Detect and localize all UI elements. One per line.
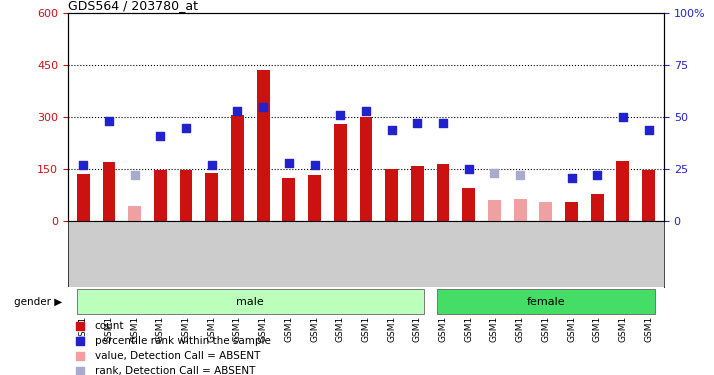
Bar — [462, 188, 475, 221]
Point — [463, 166, 474, 172]
Bar — [283, 178, 296, 221]
Point — [206, 162, 218, 168]
Point — [591, 172, 603, 178]
Text: value, Detection Call = ABSENT: value, Detection Call = ABSENT — [95, 351, 260, 361]
Point — [468, 31, 480, 37]
Bar — [411, 166, 423, 221]
Bar — [206, 173, 218, 221]
Bar — [308, 175, 321, 221]
Point — [468, 169, 480, 175]
Text: male: male — [236, 297, 264, 307]
Point — [129, 172, 141, 178]
Point — [78, 162, 89, 168]
Bar — [385, 169, 398, 221]
Bar — [590, 194, 603, 221]
Bar — [488, 200, 501, 221]
Point — [488, 170, 500, 176]
Bar — [231, 116, 244, 221]
Point — [360, 108, 371, 114]
Bar — [129, 206, 141, 221]
Bar — [436, 289, 655, 315]
Point — [468, 306, 480, 312]
Bar — [436, 164, 449, 221]
Bar — [616, 160, 629, 221]
Point — [437, 120, 448, 126]
Point — [181, 124, 192, 130]
Bar — [180, 170, 193, 221]
Point — [643, 127, 654, 133]
Point — [155, 133, 166, 139]
Text: count: count — [95, 321, 124, 331]
Bar — [642, 170, 655, 221]
Bar — [539, 202, 552, 221]
Bar — [257, 70, 270, 221]
Text: gender ▶: gender ▶ — [14, 297, 62, 307]
Bar — [154, 170, 167, 221]
Point — [335, 112, 346, 118]
Point — [411, 120, 423, 126]
Text: female: female — [526, 297, 565, 307]
Bar — [334, 124, 347, 221]
Point — [104, 118, 115, 124]
Bar — [513, 199, 526, 221]
Point — [232, 108, 243, 114]
Bar — [565, 202, 578, 221]
Text: percentile rank within the sample: percentile rank within the sample — [95, 336, 271, 346]
Point — [283, 160, 295, 166]
Bar — [103, 162, 116, 221]
Bar — [360, 117, 372, 221]
Point — [617, 114, 628, 120]
Bar — [77, 174, 90, 221]
Point — [386, 127, 397, 133]
Text: GDS564 / 203780_at: GDS564 / 203780_at — [68, 0, 198, 12]
Point — [258, 104, 269, 110]
Text: rank, Detection Call = ABSENT: rank, Detection Call = ABSENT — [95, 366, 255, 375]
Bar — [77, 289, 423, 315]
Point — [565, 174, 577, 180]
Point — [309, 162, 321, 168]
Point — [514, 172, 526, 178]
